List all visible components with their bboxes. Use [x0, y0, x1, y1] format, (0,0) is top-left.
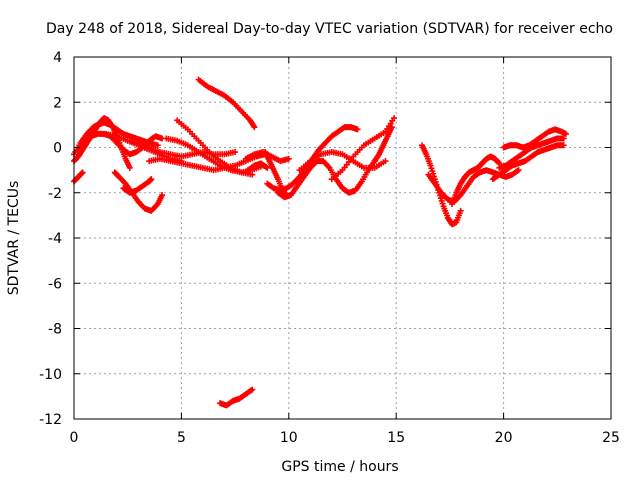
data-point: [354, 126, 361, 133]
data-point: [264, 164, 271, 171]
data-point: [495, 159, 502, 166]
x-tick-label: 20: [495, 430, 513, 446]
data-point: [232, 149, 239, 156]
data-point: [560, 135, 567, 142]
data-point: [391, 115, 398, 122]
y-tick-label: -4: [48, 231, 62, 247]
data-point: [457, 207, 464, 214]
y-tick-label: -6: [48, 276, 62, 292]
data-point: [79, 169, 86, 176]
axis-ticks: 0 5 10 15 20 25 -12 -10 -8 -6 -4 -2 0 2 4: [39, 50, 620, 446]
x-tick-label: 15: [387, 430, 405, 446]
data-point: [178, 158, 185, 165]
y-tick-label: -12: [39, 412, 62, 428]
data-point: [562, 130, 569, 137]
data-point: [382, 158, 389, 165]
x-tick-label: 25: [602, 430, 620, 446]
data-point: [515, 167, 522, 174]
data-point: [78, 170, 85, 177]
series-track-4: [71, 169, 86, 185]
series-track-13: [217, 386, 256, 409]
y-tick-label: -10: [39, 367, 62, 383]
series-track-21: [371, 124, 395, 165]
x-tick-label: 10: [280, 430, 298, 446]
chart-title: Day 248 of 2018, Sidereal Day-to-day VTE…: [46, 21, 613, 37]
y-tick-label: -8: [48, 322, 62, 338]
plot-frame: [73, 56, 612, 420]
data-points: [71, 76, 569, 409]
grid: [74, 57, 611, 419]
data-point: [249, 171, 256, 178]
series-track-11: [163, 135, 256, 178]
series-track-26: [500, 126, 569, 151]
data-point: [249, 386, 256, 393]
series-track-27: [489, 142, 567, 183]
y-tick-label: 2: [53, 95, 62, 111]
data-point: [148, 176, 155, 183]
data-point: [126, 164, 133, 171]
data-point: [159, 192, 166, 199]
y-tick-label: 0: [53, 141, 62, 157]
x-axis-label: GPS time / hours: [281, 459, 398, 475]
data-point: [388, 124, 395, 131]
data-point: [251, 124, 258, 131]
y-tick-label: -2: [48, 186, 62, 202]
series-track-6: [120, 176, 155, 196]
data-point: [154, 142, 161, 149]
series-track-12: [195, 76, 258, 131]
x-tick-label: 5: [177, 430, 186, 446]
series-track-9: [103, 130, 185, 165]
y-axis-label: SDTVAR / TECUs: [6, 181, 22, 296]
series-track-24: [449, 153, 503, 208]
x-tick-label: 0: [70, 430, 79, 446]
data-point: [285, 155, 292, 162]
data-point: [560, 142, 567, 149]
series-track-20: [328, 115, 398, 183]
series-track-17: [262, 149, 290, 199]
series-track-14: [244, 160, 271, 174]
y-tick-label: 4: [53, 50, 62, 66]
